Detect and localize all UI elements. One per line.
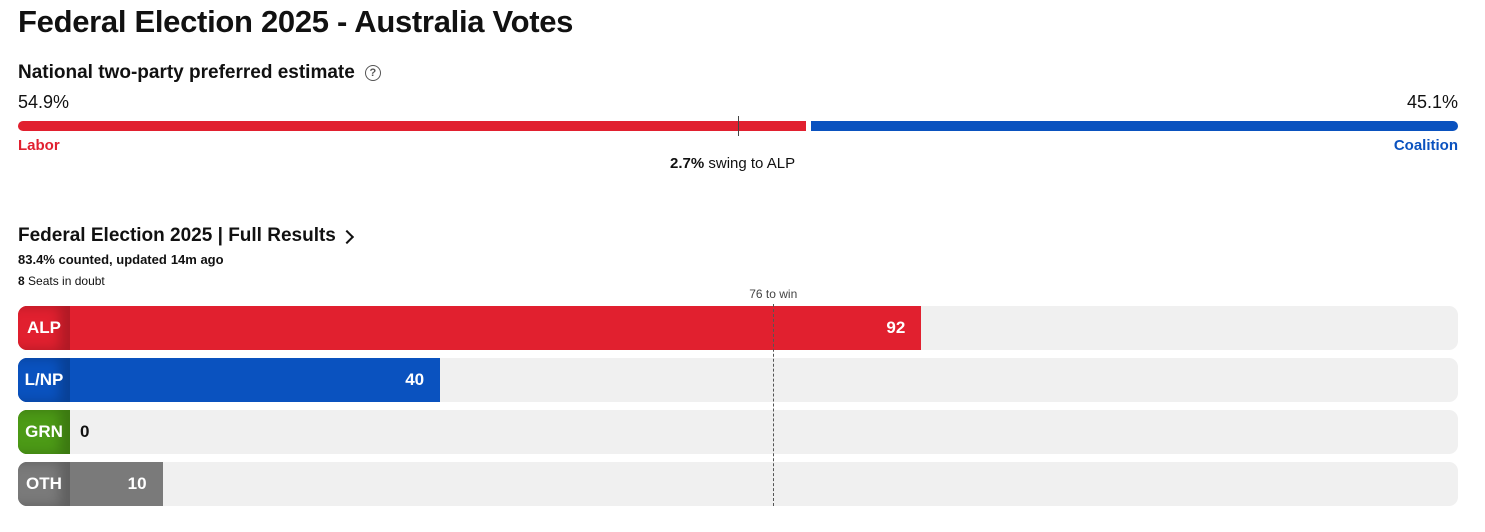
full-results-title: Federal Election 2025 | Full Results xyxy=(18,225,336,246)
seat-bar-alp xyxy=(18,306,922,350)
coalition-label: Coalition xyxy=(1393,137,1458,154)
party-code-oth: OTH xyxy=(18,462,70,506)
counted-status: 83.4% counted, updated 14m ago xyxy=(18,252,228,267)
swing-value: 2.7% xyxy=(670,155,705,172)
seat-value-l-np: 40 xyxy=(405,370,425,389)
help-icon[interactable]: ? xyxy=(364,65,381,81)
seat-bar-l-np xyxy=(18,358,441,402)
seat-value-alp: 92 xyxy=(886,318,906,337)
labor-tpp-percent: 54.9% xyxy=(18,92,70,112)
seat-value-oth: 10 xyxy=(127,474,147,493)
tpp-title-text: National two-party preferred estimate xyxy=(18,62,355,83)
party-code-grn: GRN xyxy=(18,410,70,454)
tpp-bar xyxy=(18,116,1458,136)
chevron-right-icon xyxy=(339,229,354,244)
seat-value-grn: 0 xyxy=(80,422,90,441)
counted-text: 83.4% counted, updated xyxy=(18,252,167,267)
labor-tpp-segment xyxy=(18,121,807,131)
updated-time: 14m ago xyxy=(170,252,224,267)
coalition-tpp-segment xyxy=(811,121,1458,131)
win-threshold-line xyxy=(773,304,775,506)
seat-row-alp: ALP 92 xyxy=(18,306,1458,350)
full-results-link[interactable]: Federal Election 2025 | Full Results xyxy=(18,225,354,247)
page-title: Federal Election 2025 - Australia Votes xyxy=(18,4,574,39)
swing-text: swing to ALP xyxy=(708,155,796,172)
party-code-l-np: L/NP xyxy=(18,358,70,402)
labor-label: Labor xyxy=(18,137,60,154)
seat-row-l-np: L/NP 40 xyxy=(18,358,1458,402)
swing-summary: 2.7% swing to ALP xyxy=(670,155,795,172)
doubt-count: 8 xyxy=(18,274,25,288)
seat-row-oth: OTH 10 xyxy=(18,462,1458,506)
win-threshold-label: 76 to win xyxy=(749,287,798,301)
doubt-text: Seats in doubt xyxy=(28,274,105,288)
tpp-title: National two-party preferred estimate ? xyxy=(18,62,381,84)
party-code-alp: ALP xyxy=(18,306,70,350)
tpp-fifty-marker xyxy=(738,116,739,136)
coalition-tpp-percent: 45.1% xyxy=(1406,92,1458,112)
seat-row-grn: GRN 0 xyxy=(18,410,1458,454)
seats-in-doubt: 8 Seats in doubt xyxy=(18,274,105,288)
